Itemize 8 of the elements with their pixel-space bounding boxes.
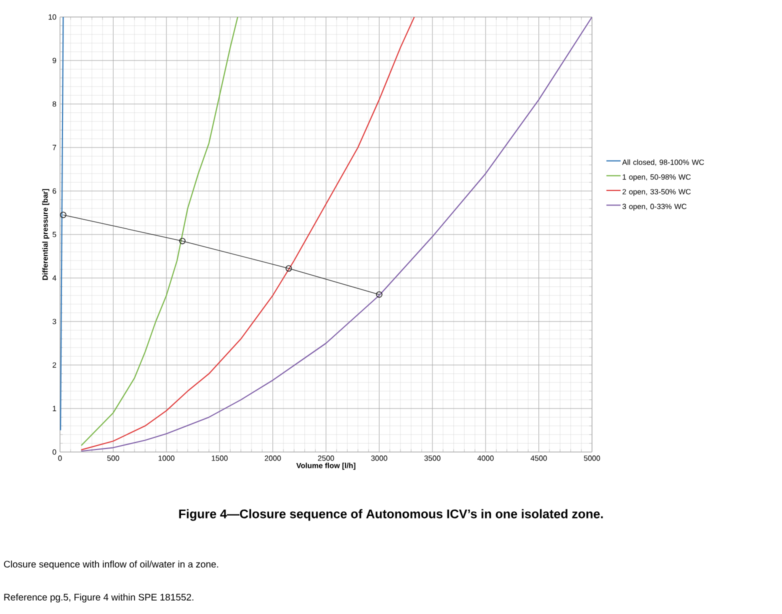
line-series <box>80 16 592 452</box>
text: Closure sequence with inflow of oil/water in a zone. <box>4 560 218 570</box>
text: Reference pg.5, Figure 4 within SPE 181552. <box>4 594 194 602</box>
text: Figure 4—Closure sequence of Autonomous ICV’s in one isolated zone. <box>179 509 603 521</box>
point <box>179 238 186 244</box>
point <box>286 265 292 272</box>
point <box>60 212 66 218</box>
point <box>376 291 382 298</box>
